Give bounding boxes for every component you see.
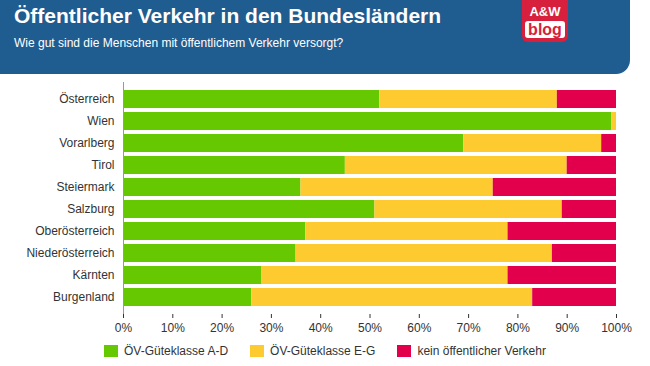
html-text:A&W: A&W [529,4,561,19]
svg-text:Niederösterreich: Niederösterreich [26,246,114,260]
svg-text:Tirol: Tirol [92,158,115,172]
svg-text:Kärnten: Kärnten [72,268,114,282]
svg-text:Steiermark: Steiermark [56,180,115,194]
svg-text:30%: 30% [259,321,283,335]
svg-text:Österreich: Österreich [59,92,114,106]
svg-text:70%: 70% [457,321,481,335]
html-text:Öffentlicher Verkehr in den Bu: Öffentlicher Verkehr in den Bundesländer… [14,4,442,27]
html-text:Wie gut sind die Menschen mit: Wie gut sind die Menschen mit öffentlich… [14,36,344,50]
svg-text:90%: 90% [555,321,579,335]
svg-text:Wien: Wien [87,114,114,128]
svg-text:0%: 0% [115,321,133,335]
svg-text:20%: 20% [210,321,234,335]
svg-text:100%: 100% [601,321,632,335]
svg-text:Salzburg: Salzburg [67,202,114,216]
svg-text:50%: 50% [358,321,382,335]
svg-text:80%: 80% [506,321,530,335]
svg-text:Burgenland: Burgenland [53,290,114,304]
html-text:ÖV-Güteklasse E-G: ÖV-Güteklasse E-G [270,344,376,358]
svg-text:40%: 40% [309,321,333,335]
svg-text:Oberösterreich: Oberösterreich [35,224,114,238]
svg-text:Vorarlberg: Vorarlberg [59,136,114,150]
svg-text:10%: 10% [161,321,185,335]
html-text:blog: blog [528,21,562,38]
html-text:kein öffentlicher Verkehr: kein öffentlicher Verkehr [417,344,546,358]
html-text:ÖV-Güteklasse A-D: ÖV-Güteklasse A-D [124,344,229,358]
svg-text:60%: 60% [407,321,431,335]
